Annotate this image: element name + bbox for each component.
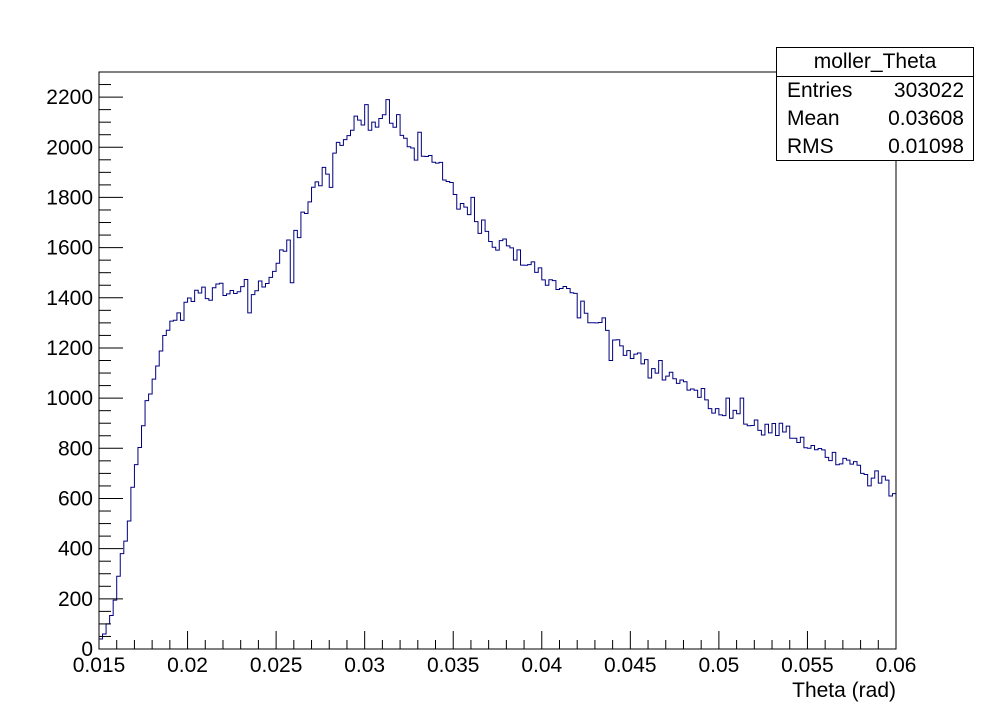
stats-rms-label: RMS (787, 135, 834, 158)
stats-box: moller_Theta Entries 303022 Mean 0.03608… (776, 47, 974, 161)
x-tick-label: 0.025 (250, 654, 303, 677)
y-tick-label: 0 (81, 638, 93, 661)
y-tick-label: 1600 (46, 237, 93, 260)
y-tick-label: 1800 (46, 186, 93, 209)
y-tick-label: 400 (58, 538, 93, 561)
stats-entries-value: 303022 (893, 79, 964, 102)
x-axis: 0.015 0.02 0.025 0.03 0.035 0.04 0.045 0.05 0.05… (73, 631, 917, 677)
stats-mean-label: Mean (787, 107, 840, 130)
y-axis: 0 200 400 600 800 1000 1200 1400 1600 1800 2000 220… (46, 71, 123, 661)
stats-mean-value: 0.03608 (888, 107, 964, 130)
x-tick-label: 0.045 (604, 654, 657, 677)
y-tick-label: 2200 (46, 86, 93, 109)
x-tick-label: 0.055 (781, 654, 834, 677)
x-tick-label: 0.03 (344, 654, 385, 677)
histogram-step-line (98, 99, 896, 649)
stats-row-entries: Entries 303022 (777, 77, 973, 105)
x-tick-label: 0.04 (521, 654, 562, 677)
stats-rms-value: 0.01098 (888, 135, 964, 158)
y-tick-label: 800 (58, 437, 93, 460)
x-axis-label: Theta (rad) (792, 679, 896, 702)
x-tick-label: 0.05 (698, 654, 739, 677)
x-tick-label: 0.02 (167, 654, 208, 677)
y-tick-label: 1200 (46, 337, 93, 360)
histogram-line (98, 99, 896, 649)
stats-entries-label: Entries (787, 79, 853, 102)
y-tick-label: 1000 (46, 387, 93, 410)
x-tick-label: 0.035 (427, 654, 480, 677)
x-tick-label: 0.015 (73, 654, 126, 677)
y-tick-label: 600 (58, 487, 93, 510)
y-tick-label: 2000 (46, 136, 93, 159)
stats-title: moller_Theta (777, 48, 973, 77)
stats-row-mean: Mean 0.03608 (777, 105, 973, 133)
y-tick-label: 200 (58, 588, 93, 611)
stats-row-rms: RMS 0.01098 (777, 133, 973, 161)
x-tick-label: 0.06 (876, 654, 917, 677)
y-tick-label: 1400 (46, 287, 93, 310)
